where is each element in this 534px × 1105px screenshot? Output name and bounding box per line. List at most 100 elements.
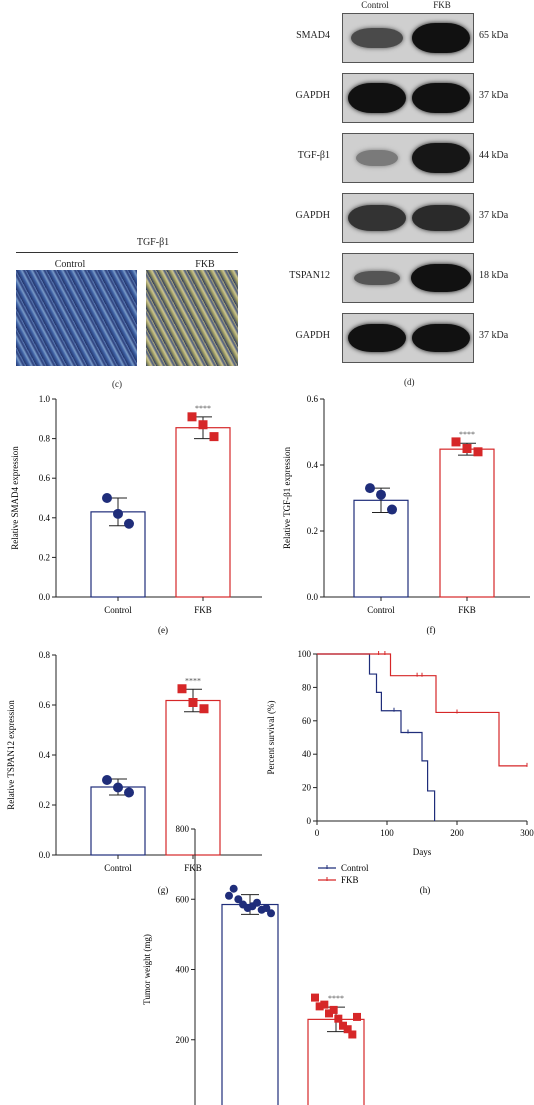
data-point-fkb bbox=[329, 1005, 338, 1014]
y-axis-label: Percent survival (%) bbox=[266, 701, 276, 775]
panel-caption: (h) bbox=[420, 885, 431, 895]
blot-band-control bbox=[351, 28, 403, 48]
data-point-fkb bbox=[348, 1030, 357, 1039]
y-tick-label: 0.2 bbox=[39, 552, 50, 562]
survival-curve-control bbox=[317, 653, 436, 821]
x-tick-label: FKB bbox=[184, 863, 202, 873]
y-tick-label: 60 bbox=[302, 716, 312, 726]
x-tick-label: 0 bbox=[315, 828, 320, 838]
data-point-control bbox=[124, 787, 134, 798]
ihc-fkb-image bbox=[146, 270, 238, 366]
x-tick-label: 200 bbox=[450, 828, 464, 838]
y-tick-label: 1.0 bbox=[39, 394, 51, 404]
blot-band-control bbox=[354, 271, 400, 285]
data-point-control bbox=[225, 891, 233, 900]
y-tick-label: 0.2 bbox=[39, 800, 50, 810]
blot-protein-label: TSPAN12 bbox=[289, 270, 330, 281]
panel-caption: (g) bbox=[158, 885, 169, 895]
bar-control bbox=[221, 903, 279, 1105]
y-tick-label: 0.2 bbox=[307, 526, 318, 536]
blot-image bbox=[342, 193, 474, 243]
panel-d-caption: (d) bbox=[404, 377, 415, 387]
panel-caption: (f) bbox=[427, 625, 436, 635]
blot-protein-label: SMAD4 bbox=[296, 30, 330, 41]
data-point-fkb bbox=[188, 698, 198, 707]
bar-control bbox=[90, 786, 146, 856]
data-point-fkb bbox=[343, 1025, 352, 1034]
data-point-fkb bbox=[209, 432, 219, 442]
data-point-fkb bbox=[325, 1009, 333, 1018]
data-point-fkb bbox=[199, 704, 209, 714]
x-tick-label: 100 bbox=[380, 828, 394, 838]
significance-marker: **** bbox=[328, 994, 344, 1003]
panel-c-control-label: Control bbox=[54, 259, 86, 270]
blot-lane-fkb: FKB bbox=[433, 0, 451, 10]
panel-c-caption: (c) bbox=[112, 379, 122, 389]
data-point-control bbox=[124, 518, 134, 529]
data-point-fkb bbox=[320, 1000, 329, 1009]
y-tick-label: 0.6 bbox=[307, 394, 319, 404]
data-point-fkb bbox=[315, 1002, 324, 1011]
y-tick-label: 800 bbox=[176, 824, 190, 834]
panel-c-bracket-line bbox=[16, 252, 238, 253]
bar-control bbox=[353, 499, 409, 598]
blot-protein-label: GAPDH bbox=[295, 90, 330, 101]
blot-band-fkb bbox=[412, 23, 470, 53]
blot-band-fkb bbox=[411, 264, 471, 292]
blot-band-control bbox=[348, 205, 406, 231]
data-point-fkb bbox=[451, 437, 461, 447]
blot-protein-label: TGF-β1 bbox=[297, 150, 330, 161]
data-point-control bbox=[365, 483, 375, 494]
panel-caption: (e) bbox=[158, 625, 168, 635]
y-tick-label: 600 bbox=[176, 894, 190, 904]
data-point-fkb bbox=[177, 684, 187, 694]
data-point-fkb bbox=[334, 1014, 343, 1023]
y-tick-label: 0.0 bbox=[39, 592, 51, 602]
y-tick-label: 0 bbox=[307, 816, 312, 826]
blot-protein-label: GAPDH bbox=[295, 210, 330, 221]
blot-image bbox=[342, 253, 474, 303]
blot-kda-label: 44 kDa bbox=[479, 150, 509, 161]
y-tick-label: 100 bbox=[298, 649, 312, 659]
panel-c-fkb-label: FKB bbox=[195, 259, 215, 270]
blot-band-control bbox=[348, 83, 406, 113]
data-point-fkb bbox=[311, 993, 319, 1002]
blot-image bbox=[342, 13, 474, 63]
y-axis-label: Relative SMAD4 expression bbox=[10, 446, 20, 550]
data-point-fkb bbox=[187, 412, 197, 422]
x-tick-label: FKB bbox=[458, 605, 476, 615]
data-point-fkb bbox=[473, 447, 483, 457]
data-point-control bbox=[102, 493, 112, 503]
y-axis-label: Tumor weight (mg) bbox=[142, 934, 152, 1005]
data-point-control bbox=[113, 782, 123, 793]
y-tick-label: 40 bbox=[302, 749, 312, 759]
data-point-control bbox=[376, 489, 386, 500]
y-tick-label: 20 bbox=[302, 783, 312, 793]
blot-kda-label: 37 kDa bbox=[479, 210, 509, 221]
significance-marker: **** bbox=[185, 676, 201, 685]
y-tick-label: 0.0 bbox=[307, 592, 319, 602]
x-tick-label: Control bbox=[367, 605, 395, 615]
y-tick-label: 0.8 bbox=[39, 650, 51, 660]
significance-marker: **** bbox=[195, 404, 211, 413]
y-axis-label: Relative TSPAN12 expression bbox=[6, 700, 16, 810]
y-tick-label: 400 bbox=[176, 965, 190, 975]
legend-label: Control bbox=[341, 863, 369, 873]
data-point-control bbox=[387, 504, 397, 515]
blot-band-fkb bbox=[412, 205, 470, 231]
blot-band-control bbox=[348, 324, 406, 352]
bar-fkb bbox=[175, 427, 231, 598]
data-point-control bbox=[102, 775, 112, 785]
blot-image bbox=[342, 73, 474, 123]
blot-kda-label: 37 kDa bbox=[479, 90, 509, 101]
x-tick-label: Control bbox=[104, 605, 132, 615]
data-point-control bbox=[113, 508, 123, 519]
y-tick-label: 0.4 bbox=[39, 750, 51, 760]
y-tick-label: 0.8 bbox=[39, 434, 51, 444]
y-tick-label: 0.6 bbox=[39, 473, 51, 483]
blot-kda-label: 65 kDa bbox=[479, 30, 509, 41]
survival-curve-fkb bbox=[317, 653, 527, 767]
blot-protein-label: GAPDH bbox=[295, 330, 330, 341]
data-point-fkb bbox=[339, 1021, 347, 1030]
